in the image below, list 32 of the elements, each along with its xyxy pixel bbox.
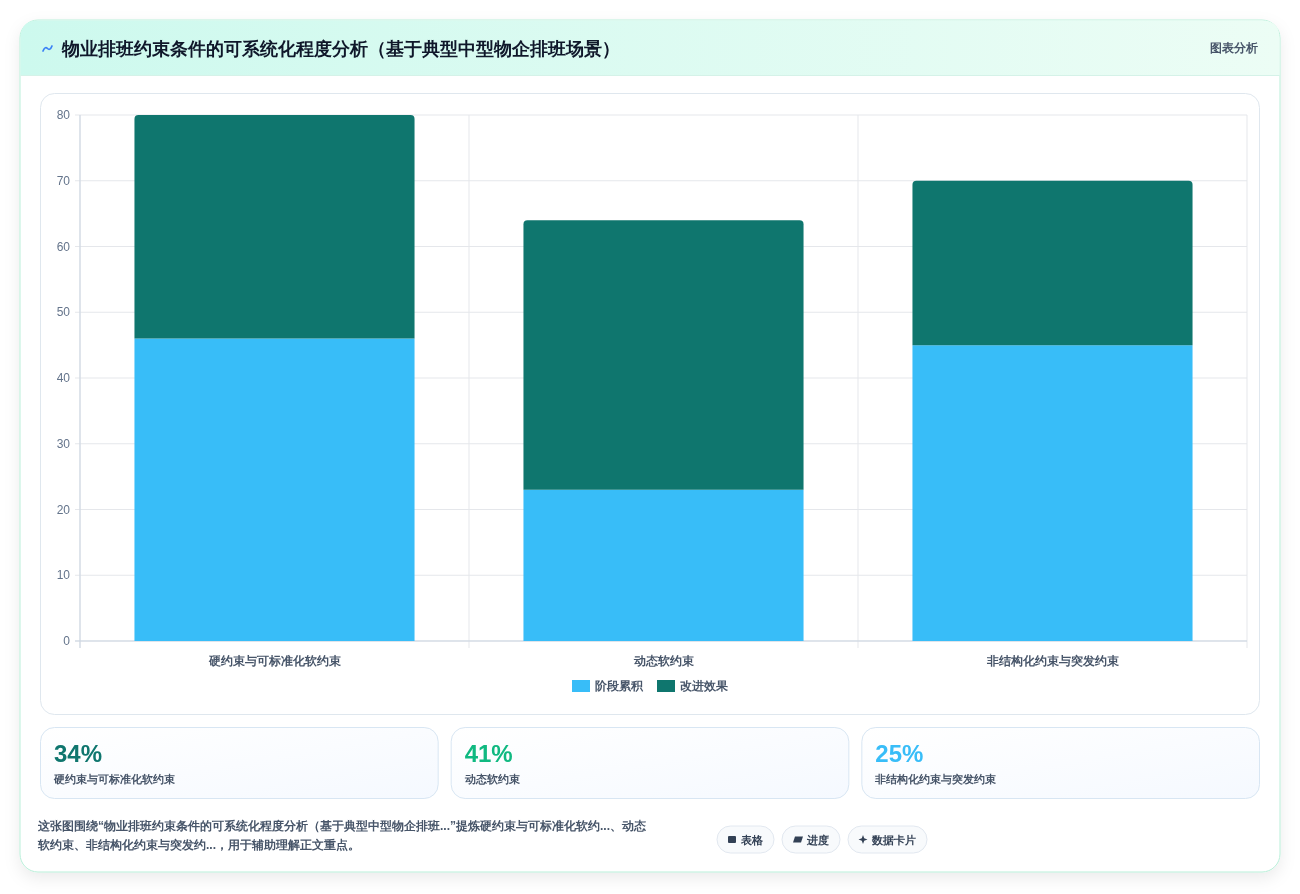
legend-label: 阶段累积 (595, 679, 644, 693)
bar (523, 220, 804, 490)
text: 41% (464, 740, 513, 767)
chart-title: 物业排班约束条件的可系统化程度分析（基于典型中型物企排班场景） (61, 39, 620, 59)
y-tick-label: 30 (56, 436, 71, 451)
y-tick-label: 0 (63, 634, 71, 648)
y-tick-label: 40 (56, 371, 71, 385)
legend-label: 改进效果 (680, 679, 729, 693)
x-tick-label: 硬约束与可标准化软约束 (207, 654, 341, 668)
text: 25% (875, 740, 924, 767)
x-tick-label: 非结构化约束与突发约束 (985, 654, 1119, 668)
y-tick-label: 60 (56, 239, 71, 254)
text: 图表分析 (1210, 41, 1258, 55)
bar (912, 180, 1193, 346)
text: 表格 (740, 833, 764, 846)
text: 34% (54, 740, 103, 767)
bar (134, 338, 415, 641)
text: 数据卡片 (871, 833, 916, 846)
bar (134, 115, 415, 339)
y-tick-label: 70 (56, 173, 71, 188)
text: 这张图围绕“物业排班约束条件的可系统化程度分析（基于典型中型物企排班...”提炼硬约束与可标准化软约...、动态软约束、非结构化约束与突发约...，用于辅助理解正文重点。 (37, 819, 647, 852)
y-tick-label: 10 (56, 568, 71, 583)
y-tick-label: 20 (56, 502, 71, 517)
y-tick-label: 80 (56, 108, 71, 122)
y-tick-label: 50 (56, 305, 71, 320)
text: 非结构化约束与突发约束 (874, 773, 997, 785)
text: 动态软约束 (463, 773, 520, 785)
bar (523, 489, 804, 641)
bar (912, 345, 1193, 641)
text: 硬约束与可标准化软约束 (53, 773, 175, 785)
text: 进度 (806, 833, 829, 846)
x-tick-label: 动态软约束 (632, 654, 694, 668)
